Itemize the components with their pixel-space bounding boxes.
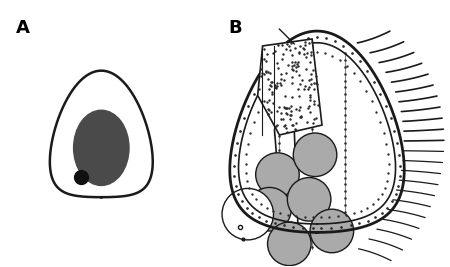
Ellipse shape: [248, 187, 291, 231]
Polygon shape: [230, 31, 404, 232]
Polygon shape: [258, 39, 322, 135]
Polygon shape: [50, 71, 153, 197]
Text: B: B: [228, 19, 242, 37]
Ellipse shape: [256, 153, 299, 196]
Ellipse shape: [222, 189, 274, 240]
Ellipse shape: [74, 110, 129, 186]
Ellipse shape: [293, 133, 337, 176]
Ellipse shape: [75, 171, 89, 184]
Text: A: A: [16, 19, 30, 37]
Ellipse shape: [288, 178, 331, 221]
Ellipse shape: [310, 209, 354, 253]
Ellipse shape: [268, 222, 311, 266]
